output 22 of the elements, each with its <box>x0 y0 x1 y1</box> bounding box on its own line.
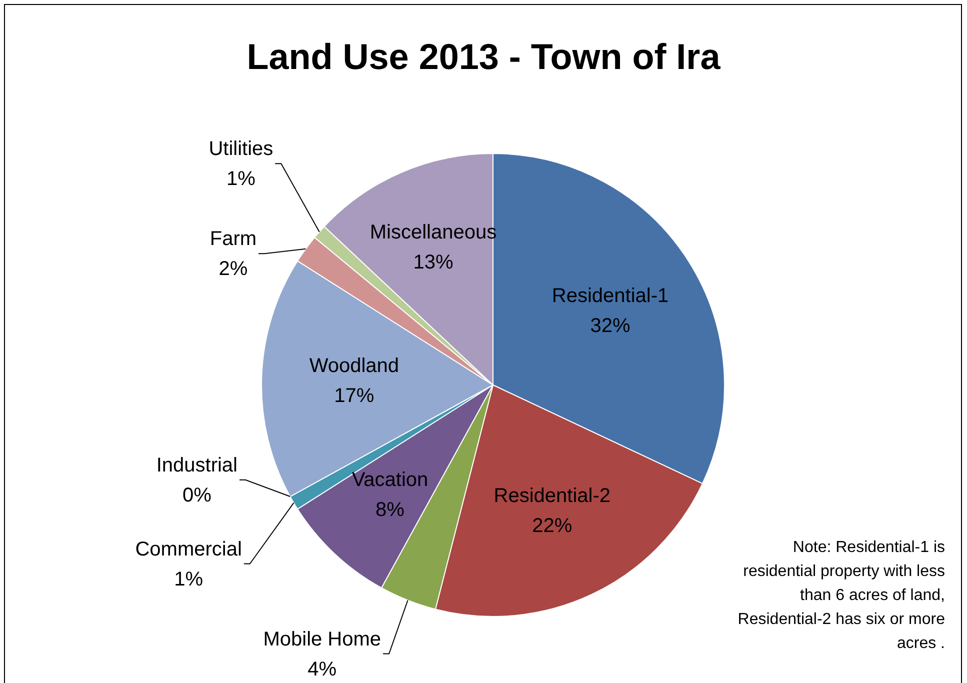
data-label: 32% <box>590 315 631 338</box>
chart-title: Land Use 2013 - Town of Ira <box>246 36 722 78</box>
slice-label: Vacation <box>352 469 428 492</box>
data-label: 2% <box>218 258 248 280</box>
data-label: 13% <box>413 251 454 274</box>
data-label: 8% <box>376 499 405 522</box>
category-label: Industrial <box>156 454 238 476</box>
data-label: 17% <box>334 385 374 408</box>
text: Note: Residential-1 is residential property with less than 6 acres of land, Residential-2 has six or more acres . <box>736 538 945 654</box>
data-label: 4% <box>308 658 337 680</box>
slice-label: Farm <box>210 228 257 250</box>
data-label: 1% <box>174 568 204 590</box>
slice-label: Commercial <box>135 538 242 560</box>
data-label: 1% <box>226 168 256 190</box>
data-label: 22% <box>532 515 572 538</box>
slice-label: Residential-2 <box>494 485 611 508</box>
slice-label: Residential-1 <box>552 285 669 308</box>
slice-label: Miscellaneous <box>370 221 497 244</box>
text: 0% <box>182 484 212 506</box>
slice-label: Woodland <box>309 355 400 378</box>
slice-label: Mobile Home <box>263 628 382 650</box>
slice-label: Utilities <box>208 138 274 160</box>
